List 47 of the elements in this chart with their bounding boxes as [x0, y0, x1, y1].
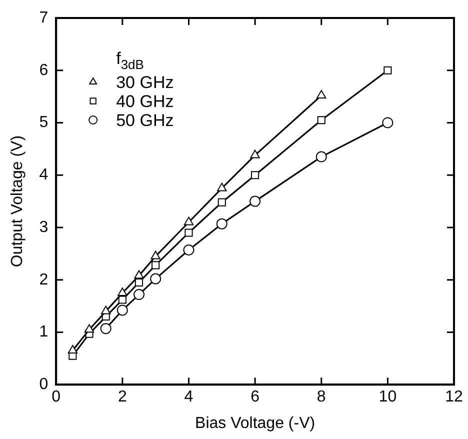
x-tick-label: 8 [316, 388, 326, 406]
legend-label: 50 GHz [116, 111, 174, 130]
point [116, 304, 128, 316]
point [150, 250, 160, 260]
point [118, 287, 128, 296]
point [101, 306, 111, 314]
point [134, 270, 144, 279]
point [316, 151, 327, 162]
point [218, 198, 226, 206]
x-tick-label: 10 [378, 388, 397, 406]
y-axis-title: Output Voltage (V) [9, 135, 26, 268]
point [68, 345, 78, 354]
y-tick-label: 6 [39, 62, 48, 79]
point [150, 273, 162, 284]
point [382, 117, 394, 128]
point [118, 296, 126, 304]
point [316, 90, 326, 99]
x-tick-label: 0 [52, 388, 61, 406]
y-tick-label: 5 [39, 114, 48, 132]
legend-label: 40 GHz [116, 92, 174, 111]
y-tick-label: 7 [39, 9, 48, 26]
point [251, 171, 260, 180]
point [384, 66, 392, 74]
y-tick-label: 0 [39, 376, 48, 394]
y-tick-label: 4 [39, 166, 48, 184]
x-tick-label: 4 [184, 388, 194, 406]
x-tick-label: 6 [250, 388, 260, 406]
x-axis-title: Bias Voltage (-V) [195, 414, 316, 432]
point [184, 228, 193, 237]
y-tick-label: 1 [39, 324, 48, 341]
point [183, 244, 194, 256]
point [152, 261, 160, 270]
point [134, 278, 144, 287]
point [133, 289, 144, 300]
y-tick-label: 2 [39, 271, 48, 288]
point [250, 196, 261, 207]
point [184, 216, 194, 226]
x-tick-label: 12 [445, 388, 463, 406]
point [317, 116, 326, 124]
legend-label: 30 GHz [116, 73, 174, 92]
point [100, 323, 112, 334]
point [250, 150, 260, 158]
y-tick-label: 3 [39, 218, 48, 236]
point [84, 324, 94, 333]
point [217, 182, 227, 192]
x-tick-label: 2 [118, 388, 127, 406]
point [216, 218, 228, 230]
